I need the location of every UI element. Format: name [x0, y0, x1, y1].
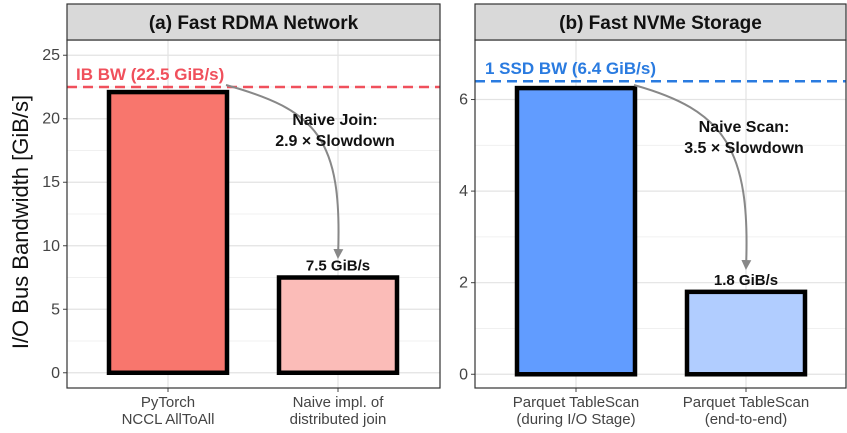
y-tick-label: 2 — [459, 275, 468, 292]
x-tick-label: (during I/O Stage) — [516, 411, 635, 428]
facet-title: (b) Fast NVMe Storage — [559, 13, 762, 34]
reference-line-label: IB BW (22.5 GiB/s) — [76, 65, 224, 84]
facet-strip — [66, 3, 441, 41]
x-tick-label: Naive impl. of — [293, 394, 385, 411]
x-tick-label: NCCL AllToAll — [122, 411, 215, 428]
x-tick-label: Parquet TableScan — [683, 394, 809, 411]
bar — [514, 85, 638, 377]
bar-value-label: 1.8 GiB/s — [714, 272, 778, 289]
y-tick-label: 0 — [51, 365, 60, 382]
y-tick-label: 0 — [459, 366, 468, 383]
slowdown-annotation: Naive Scan: — [699, 119, 790, 136]
bar — [684, 289, 808, 377]
facet-strip — [474, 3, 847, 41]
y-tick-label: 25 — [42, 47, 60, 64]
y-tick-label: 10 — [42, 238, 60, 255]
x-tick-label: (end-to-end) — [705, 411, 788, 428]
panel-a: 0 5 10 15 20 25 IB BW (22.5 GiB/s) PyTorchNCCL … — [42, 3, 441, 428]
y-tick-label: 15 — [42, 174, 60, 191]
y-tick-label: 20 — [42, 111, 60, 128]
y-tick-label: 5 — [51, 301, 60, 318]
slowdown-annotation: 3.5 × Slowdown — [684, 140, 804, 157]
bar-value-label: 7.5 GiB/s — [306, 258, 370, 275]
y-tick-label: 4 — [459, 183, 468, 200]
slowdown-arrow — [225, 84, 344, 259]
bar — [276, 275, 400, 376]
y-axis-label: I/O Bus Bandwidth [GiB/s] — [8, 95, 33, 349]
slowdown-arrow — [633, 84, 752, 270]
reference-line-label: 1 SSD BW (6.4 GiB/s) — [485, 59, 656, 78]
y-tick-label: 6 — [459, 92, 468, 109]
slowdown-annotation: Naive Join: — [292, 112, 377, 129]
panel-b: 0 2 4 6 1 SSD BW (6.4 GiB/s) Parquet TableSca… — [459, 3, 847, 428]
slowdown-annotation: 2.9 × Slowdown — [275, 133, 395, 150]
facet-title: (a) Fast RDMA Network — [149, 13, 359, 34]
x-tick-label: Parquet TableScan — [513, 394, 639, 411]
x-tick-label: PyTorch — [141, 394, 195, 411]
bar — [106, 89, 230, 376]
x-tick-label: distributed join — [290, 411, 387, 428]
